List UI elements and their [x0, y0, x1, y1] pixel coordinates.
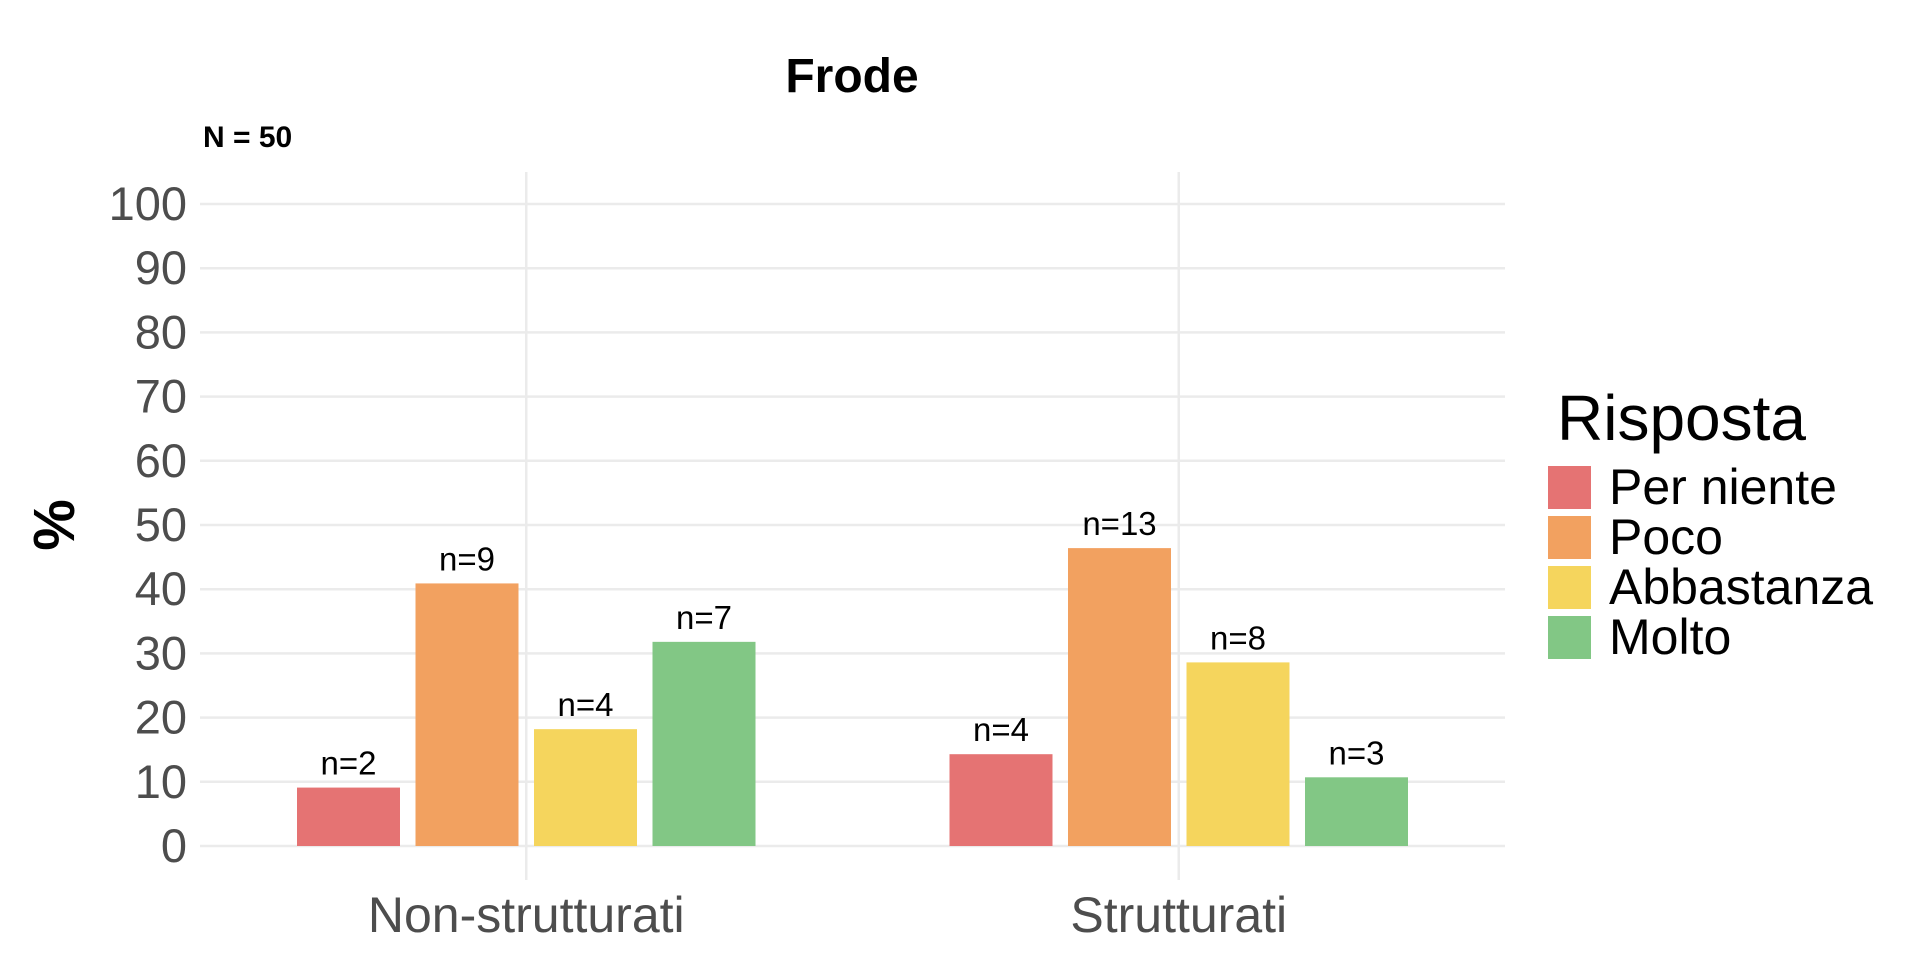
y-tick-label: 70	[135, 370, 187, 423]
bar-abbastanza	[1186, 662, 1290, 846]
legend-swatch	[1548, 566, 1591, 609]
x-tick-label: Non-strutturati	[368, 887, 685, 943]
data-label: n=9	[439, 540, 495, 577]
data-label: n=7	[676, 599, 732, 636]
y-tick-label: 20	[135, 691, 187, 744]
chart-subtitle: N = 50	[203, 121, 292, 154]
legend-label: Abbastanza	[1609, 559, 1873, 615]
legend-label: Per niente	[1609, 459, 1837, 515]
data-label: n=3	[1329, 734, 1385, 771]
bar-poco	[415, 583, 519, 846]
data-label: n=2	[321, 745, 377, 782]
y-tick-label: 10	[135, 755, 187, 808]
y-tick-label: 30	[135, 626, 187, 679]
label-layer: n=2 n=9 n=4 n=7 n=4 n=13 n=8 n=3	[321, 505, 1385, 781]
data-label: n=8	[1210, 619, 1266, 656]
y-tick-label: 90	[135, 241, 187, 294]
bar-molto	[1305, 777, 1408, 846]
legend-label: Poco	[1609, 509, 1723, 565]
data-label: n=4	[558, 686, 614, 723]
y-axis-label: %	[22, 499, 87, 551]
legend-swatch	[1548, 516, 1591, 559]
y-tick-label: 100	[109, 177, 187, 230]
chart-title: Frode	[785, 50, 918, 103]
axis-layer: 0 10 20 30 40 50 60 70 80 90 100 Non-strutturati Str…	[109, 177, 1288, 943]
legend-label: Molto	[1609, 609, 1731, 665]
bar-poco	[1068, 548, 1171, 846]
legend-swatch	[1548, 616, 1591, 659]
y-tick-label: 80	[135, 305, 187, 358]
y-tick-label: 50	[135, 498, 187, 551]
grid-layer	[200, 172, 1505, 880]
y-tick-label: 40	[135, 562, 187, 615]
y-tick-label: 0	[161, 819, 187, 872]
bar-abbastanza	[534, 729, 637, 846]
legend-title: Risposta	[1557, 382, 1806, 454]
x-tick-label: Strutturati	[1070, 887, 1287, 943]
bar-molto	[652, 641, 756, 846]
data-label: n=13	[1082, 505, 1156, 542]
bar-layer	[297, 548, 1408, 846]
y-tick-label: 60	[135, 434, 187, 487]
bar-per-niente	[949, 754, 1053, 846]
bar-per-niente	[297, 787, 400, 846]
legend-swatch	[1548, 466, 1591, 509]
data-label: n=4	[973, 711, 1029, 748]
